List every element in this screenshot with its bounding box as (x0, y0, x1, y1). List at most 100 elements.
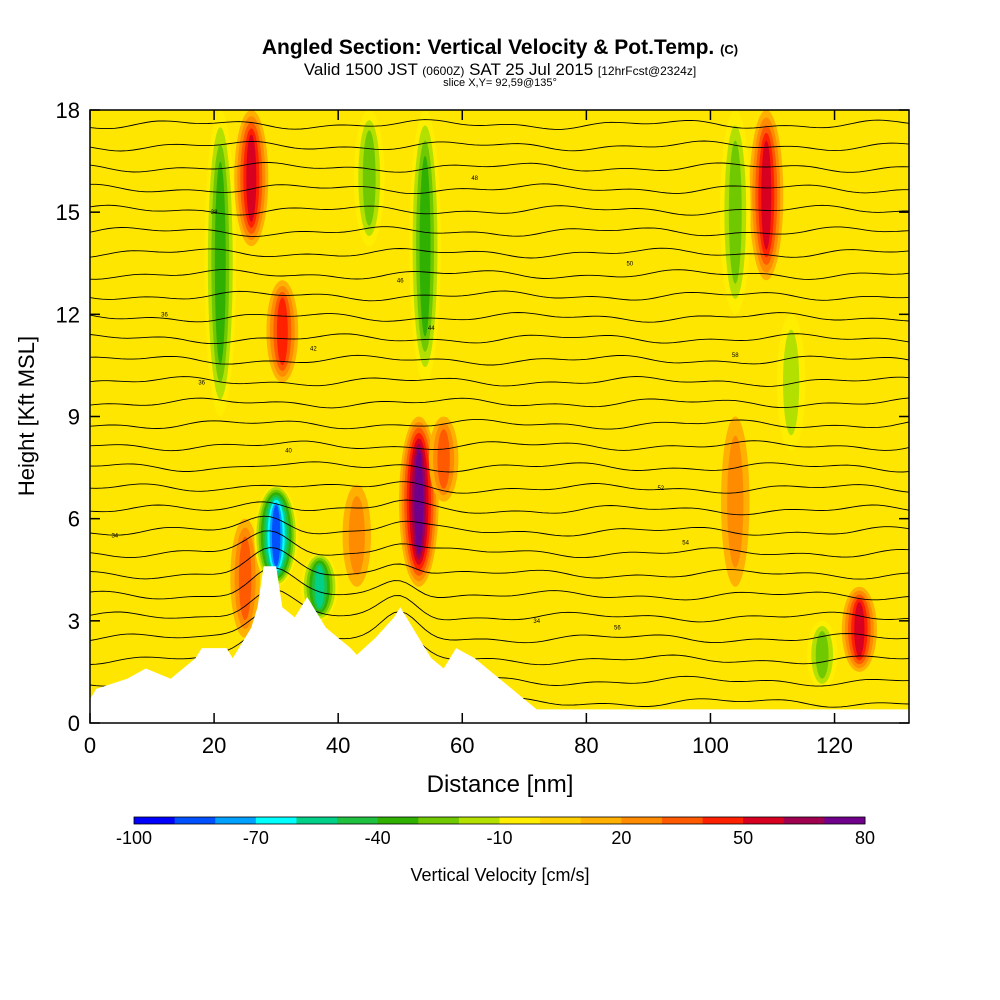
colorbar-tick-label: -10 (486, 828, 512, 848)
theta-label: 36 (161, 312, 168, 318)
theta-label: 44 (428, 326, 435, 332)
updraft-core-5-band-5 (761, 140, 772, 250)
colorbar-swatch (743, 817, 785, 824)
colorbar-swatch (255, 817, 297, 824)
isentrope-26 (90, 140, 909, 152)
colorbar-swatch (661, 817, 704, 824)
isentrope-6 (90, 547, 909, 580)
colorbar-swatch (824, 817, 866, 824)
downdraft-core-2-band-3 (362, 130, 376, 226)
downdraft-core-3-band-4 (419, 155, 431, 337)
velocity-bands (204, 110, 877, 689)
downdraft-core-1-band-4 (214, 161, 226, 365)
colorbar-tick-label: 50 (733, 828, 753, 848)
isentrope-14 (90, 397, 909, 409)
y-tick-label: 9 (68, 405, 80, 430)
theta-label: 54 (682, 541, 689, 547)
isentrope-3 (90, 609, 909, 644)
colorbar-swatch (580, 817, 622, 824)
theta-label: 48 (471, 176, 478, 182)
x-axis: 0 20 40 60 80 100 120 (84, 110, 853, 758)
y-axis-label: Height [Kft MSL] (14, 336, 39, 496)
colorbar-swatch (702, 817, 744, 824)
theta-label: 34 (111, 534, 118, 540)
colorbar-tick-label: 80 (855, 828, 875, 848)
isentrope-11 (90, 461, 909, 473)
isentrope-12 (90, 440, 909, 452)
isentrope-25 (90, 162, 909, 173)
isentrope-16 (90, 354, 909, 366)
colorbar-swatch (134, 817, 176, 824)
isentrope-15 (90, 376, 909, 387)
colorbar-label: Vertical Velocity [cm/s] (410, 865, 589, 885)
colorbar-swatch (377, 817, 419, 824)
colorbar: -100 -70 -40 -10 20 50 80 (116, 816, 875, 848)
isentrope-24 (90, 183, 909, 195)
colorbar-swatch (621, 817, 663, 824)
chart-subtitle: Valid 1500 JST (0600Z) SAT 25 Jul 2015 [… (303, 60, 697, 79)
y-tick-label: 12 (56, 302, 80, 327)
colorbar-swatch (783, 817, 825, 824)
colorbar-swatch (296, 817, 338, 824)
theta-label: 40 (285, 449, 292, 455)
colorbar-swatch (540, 817, 582, 824)
colorbar-tick-label: 20 (611, 828, 631, 848)
isentrope-22 (90, 226, 909, 237)
downdraft-core-7-band-3 (815, 631, 829, 679)
theta-label: 46 (397, 278, 404, 284)
chart-title: Angled Section: Vertical Velocity & Pot.… (261, 36, 739, 59)
updraft-core-3-band-3 (437, 429, 450, 489)
updraft-core-1-band-4 (276, 297, 288, 366)
isentrope-21 (90, 247, 909, 259)
theta-label: 58 (732, 353, 739, 359)
x-tick-label: 40 (326, 733, 350, 758)
updraft-core-0-band-5 (246, 134, 257, 222)
downdraft-core-0-band-9 (271, 505, 281, 567)
colorbar-swatch (499, 817, 541, 824)
y-tick-label: 18 (56, 98, 80, 123)
chart-slice-info: slice X,Y= 92,59@135° (443, 77, 557, 89)
isentrope-8 (90, 515, 909, 537)
isentrope-13 (90, 418, 909, 430)
isentrope-23 (90, 204, 909, 216)
updraft-core-7-band-3 (238, 536, 252, 620)
x-tick-label: 20 (202, 733, 226, 758)
isentrope-9 (90, 499, 909, 516)
updraft-core-6-band-5 (854, 602, 865, 657)
theta-label: 56 (614, 626, 621, 632)
terrain (90, 566, 909, 723)
isentrope-18 (90, 312, 909, 323)
theta-label: 42 (310, 346, 317, 352)
theta-label: 38 (211, 210, 218, 216)
updraft-core-4-band-2 (348, 496, 365, 576)
colorbar-swatch (418, 817, 460, 824)
y-tick-label: 6 (68, 507, 80, 532)
colorbar-frame (133, 816, 866, 825)
isentrope-19 (90, 290, 909, 302)
isentrope-5 (90, 567, 909, 601)
updraft-core-8-band-2 (727, 435, 744, 568)
theta-label: 52 (657, 486, 664, 492)
isentrope-17 (90, 333, 909, 345)
x-axis-label: Distance [nm] (427, 771, 574, 798)
x-tick-label: 100 (692, 733, 729, 758)
theta-label: 50 (626, 261, 633, 267)
y-tick-label: 3 (68, 609, 80, 634)
isentrope-27 (90, 119, 909, 130)
colorbar-swatch (337, 817, 379, 824)
colorbar-tick-label: -40 (365, 828, 391, 848)
downdraft-core-6-band-2 (783, 329, 800, 436)
x-tick-label: 80 (574, 733, 598, 758)
colorbar-tick-label: -70 (243, 828, 269, 848)
theta-label: 34 (533, 619, 540, 625)
y-tick-label: 15 (56, 200, 80, 225)
x-tick-label: 0 (84, 733, 96, 758)
colorbar-swatch (174, 817, 216, 824)
colorbar-tick-label: -100 (116, 828, 152, 848)
x-tick-label: 60 (450, 733, 474, 758)
x-tick-label: 120 (816, 733, 853, 758)
plot-area: 34 36 38 40 42 44 46 48 50 52 54 56 58 34 36 (90, 110, 909, 723)
isentrope-10 (90, 481, 909, 494)
